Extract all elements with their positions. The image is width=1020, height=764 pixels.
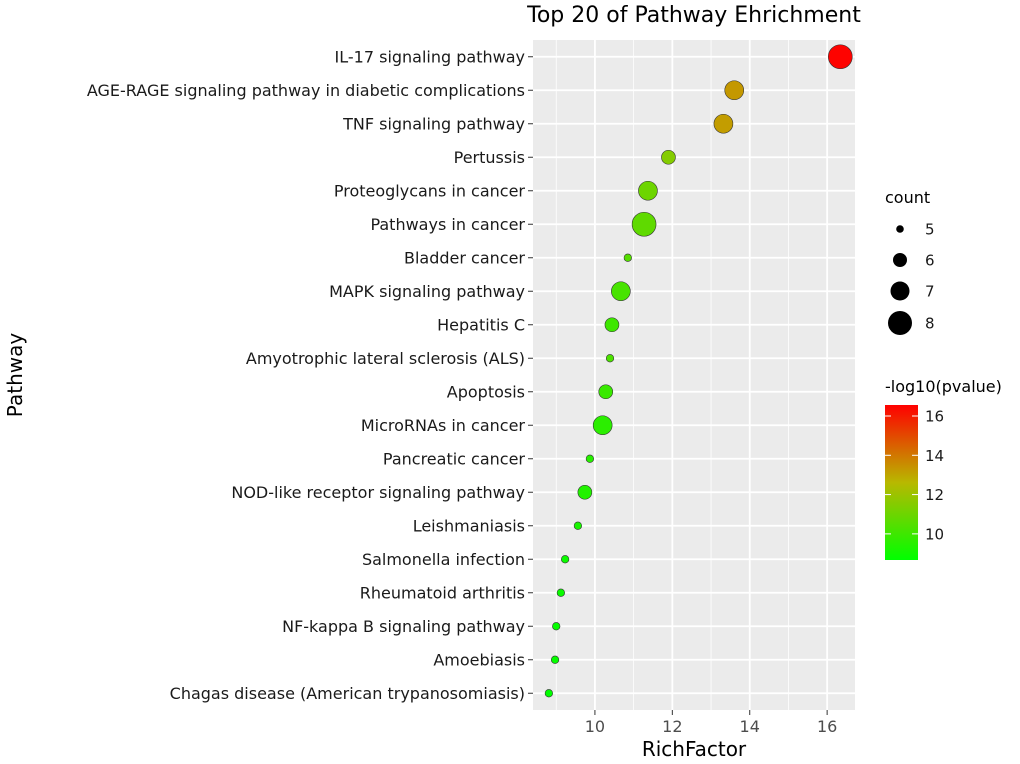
y-tick-label: NOD-like receptor signaling pathway	[231, 483, 525, 502]
y-tick-label: Proteoglycans in cancer	[334, 181, 526, 200]
size-legend-title: count	[885, 188, 930, 207]
data-point	[713, 113, 734, 134]
data-point	[631, 211, 657, 237]
x-axis-label: RichFactor	[642, 737, 747, 761]
data-point	[556, 588, 565, 597]
data-point	[552, 622, 561, 631]
data-point	[605, 354, 615, 363]
data-point	[661, 149, 676, 165]
y-tick-label: Amyotrophic lateral sclerosis (ALS)	[246, 349, 525, 368]
y-tick-label: Rheumatoid arthritis	[360, 583, 525, 602]
y-tick-label: NF-kappa B signaling pathway	[282, 617, 525, 636]
size-legend-key	[896, 225, 904, 233]
data-point	[573, 521, 582, 530]
size-legend-label: 5	[925, 221, 935, 239]
color-legend-label: 14	[925, 447, 944, 465]
y-tick-label: Apoptosis	[447, 382, 525, 401]
y-tick-label: Leishmaniasis	[413, 516, 525, 535]
y-tick-label: Pertussis	[454, 148, 525, 167]
data-point	[611, 281, 631, 302]
y-tick-label: Hepatitis C	[437, 315, 525, 334]
size-legend-key	[888, 311, 912, 335]
data-point	[598, 384, 614, 400]
data-point	[827, 44, 853, 70]
y-tick-label: Amoebiasis	[433, 650, 525, 669]
color-legend-label: 16	[925, 408, 944, 426]
y-axis-label: Pathway	[3, 333, 27, 418]
chart-title: Top 20 of Pathway Ehrichment	[526, 3, 861, 28]
size-legend-key	[893, 253, 907, 267]
color-bar	[885, 405, 918, 560]
data-point	[544, 689, 553, 698]
size-legend-label: 7	[925, 283, 935, 301]
y-tick-label: MicroRNAs in cancer	[361, 416, 526, 435]
y-tick-label: MAPK signaling pathway	[329, 282, 525, 301]
x-tick-label: 14	[740, 717, 760, 736]
size-legend-label: 8	[925, 315, 935, 333]
data-point	[623, 253, 632, 262]
size-legend-key	[890, 281, 910, 301]
x-tick-label: 16	[817, 717, 837, 736]
data-point	[638, 180, 658, 201]
data-point	[604, 317, 620, 333]
color-legend-label: 12	[925, 486, 944, 504]
color-legend-label: 10	[925, 525, 944, 543]
data-point	[592, 415, 613, 436]
color-legend-title: -log10(pvalue)	[885, 377, 1002, 396]
x-tick-label: 12	[662, 717, 682, 736]
x-tick-label: 10	[585, 717, 605, 736]
size-legend-label: 6	[925, 252, 935, 270]
y-tick-label: Pathways in cancer	[370, 215, 525, 234]
data-point	[577, 484, 593, 500]
data-point	[561, 555, 570, 564]
plot-panel	[533, 40, 855, 710]
y-tick-label: TNF signaling pathway	[342, 114, 525, 133]
y-tick-label: Chagas disease (American trypanosomiasis…	[170, 684, 525, 703]
data-point	[585, 454, 594, 463]
y-tick-label: Salmonella infection	[362, 550, 525, 569]
data-point	[724, 80, 745, 101]
y-tick-label: Bladder cancer	[404, 248, 525, 267]
y-tick-label: IL-17 signaling pathway	[335, 47, 525, 66]
y-tick-label: Pancreatic cancer	[383, 449, 526, 468]
y-tick-label: AGE-RAGE signaling pathway in diabetic c…	[87, 81, 525, 100]
data-point	[550, 655, 560, 664]
